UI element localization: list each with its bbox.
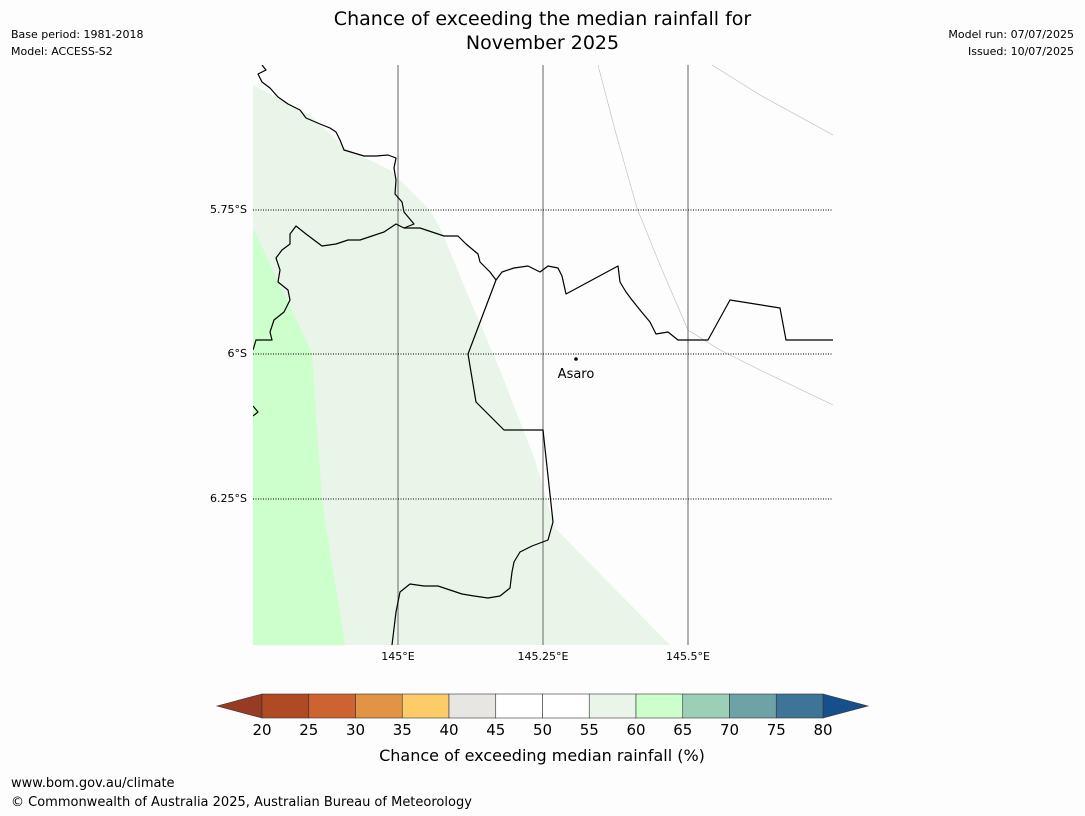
colorbar-tick-label: 20 — [252, 721, 271, 739]
lat-label-5-75s: 5.75°S — [210, 203, 247, 216]
colorbar-underflow-arrow — [215, 693, 263, 719]
colorbar-segments — [261, 693, 824, 719]
place-label-asaro: Asaro — [558, 367, 595, 382]
issued-text: Issued: 10/07/2025 — [967, 45, 1074, 58]
metadata-left: Base period: 1981-2018 Model: ACCESS-S2 — [11, 26, 143, 60]
lat-label-6s: 6°S — [228, 347, 247, 360]
colorbar-segment — [682, 693, 730, 719]
lon-label-145-25e: 145.25°E — [518, 650, 569, 663]
colorbar-overflow-arrow — [822, 693, 870, 719]
colorbar-label: Chance of exceeding median rainfall (%) — [379, 746, 705, 765]
colorbar-tick-label: 40 — [439, 721, 458, 739]
colorbar-tick-label: 75 — [767, 721, 786, 739]
asaro-marker — [574, 357, 578, 361]
colorbar-tick-label: 45 — [486, 721, 505, 739]
title-line-2: November 2025 — [465, 32, 620, 54]
colorbar-ticks: 20 25 30 35 40 45 50 55 60 65 70 75 80 — [252, 721, 832, 739]
colorbar-segment — [542, 693, 590, 719]
colorbar-tick-label: 30 — [346, 721, 365, 739]
colorbar-segment — [588, 693, 637, 719]
colorbar-tick-label: 80 — [813, 721, 832, 739]
colorbar-segment — [775, 693, 824, 719]
title-line-1: Chance of exceeding the median rainfall … — [333, 8, 752, 30]
contour-line — [711, 65, 833, 136]
rainfall-region-60-65 — [253, 228, 345, 645]
footer-url: www.bom.gov.au/climate — [11, 776, 175, 791]
footer-copyright: © Commonwealth of Australia 2025, Austra… — [11, 795, 472, 810]
colorbar-tick-label: 55 — [580, 721, 599, 739]
map-title: Chance of exceeding the median rainfall … — [240, 7, 845, 55]
colorbar-segment — [261, 693, 310, 719]
colorbar-segment — [495, 693, 543, 719]
contour-line — [597, 65, 833, 406]
model-run-text: Model run: 07/07/2025 — [948, 28, 1074, 41]
footer: www.bom.gov.au/climate © Commonwealth of… — [11, 774, 472, 812]
colorbar-segment — [635, 693, 684, 719]
lon-label-145e: 145°E — [381, 650, 414, 663]
rainfall-region-55-60 — [253, 85, 670, 645]
colorbar-tick-label: 25 — [299, 721, 318, 739]
colorbar-tick-label: 50 — [533, 721, 552, 739]
model-text: Model: ACCESS-S2 — [11, 45, 113, 58]
colorbar-tick-label: 70 — [720, 721, 739, 739]
colorbar-tick-label: 65 — [673, 721, 692, 739]
metadata-right: Model run: 07/07/2025 Issued: 10/07/2025 — [948, 26, 1074, 60]
colorbar: 20 25 30 35 40 45 50 55 60 65 70 75 80 Chance of exc… — [215, 693, 870, 765]
colorbar-segment — [448, 693, 497, 719]
colorbar-tick-label: 35 — [393, 721, 412, 739]
province-boundaries — [253, 65, 833, 645]
colorbar-segment — [401, 693, 450, 719]
colorbar-tick-label: 60 — [626, 721, 645, 739]
colorbar-segment — [308, 693, 356, 719]
map-plot-area: Asaro — [253, 65, 833, 645]
lat-label-6-25s: 6.25°S — [210, 492, 247, 505]
colorbar-segment — [355, 693, 403, 719]
lon-label-145-5e: 145.5°E — [666, 650, 710, 663]
colorbar-segment — [729, 693, 777, 719]
base-period-text: Base period: 1981-2018 — [11, 28, 144, 41]
